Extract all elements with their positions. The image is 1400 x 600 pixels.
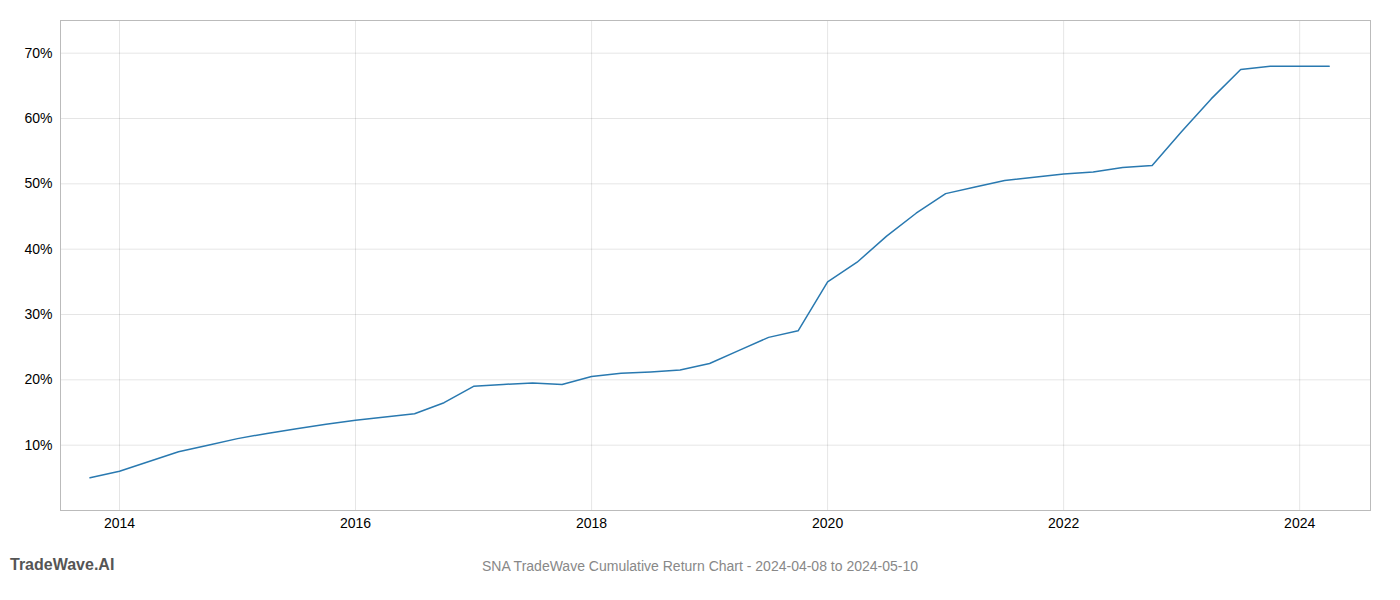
- html-text:SNA TradeWave Cumulative Retur: SNA TradeWave Cumulative Return Chart - …: [482, 558, 918, 574]
- svg-text:2014: 2014: [104, 515, 135, 531]
- svg-text:30%: 30%: [24, 306, 52, 322]
- svg-text:40%: 40%: [24, 241, 52, 257]
- svg-text:70%: 70%: [24, 45, 52, 61]
- svg-text:60%: 60%: [24, 110, 52, 126]
- svg-text:10%: 10%: [24, 437, 52, 453]
- html-text:TradeWave.AI: TradeWave.AI: [10, 556, 115, 573]
- svg-text:50%: 50%: [24, 175, 52, 191]
- svg-text:20%: 20%: [24, 371, 52, 387]
- svg-text:2020: 2020: [812, 515, 843, 531]
- svg-text:2016: 2016: [340, 515, 371, 531]
- svg-text:2018: 2018: [576, 515, 607, 531]
- svg-text:2024: 2024: [1284, 515, 1315, 531]
- svg-text:2022: 2022: [1048, 515, 1079, 531]
